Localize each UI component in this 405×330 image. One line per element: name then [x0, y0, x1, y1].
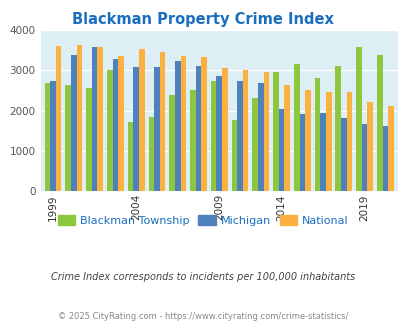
Bar: [107, 70, 112, 191]
Bar: [133, 67, 139, 191]
Bar: [112, 59, 118, 191]
Bar: [305, 89, 310, 191]
Bar: [278, 109, 284, 191]
Bar: [50, 82, 56, 191]
Bar: [97, 47, 103, 191]
Bar: [92, 48, 97, 191]
Text: © 2025 CityRating.com - https://www.cityrating.com/crime-statistics/: © 2025 CityRating.com - https://www.city…: [58, 312, 347, 321]
Bar: [154, 67, 159, 191]
Bar: [77, 45, 82, 191]
Bar: [314, 78, 320, 191]
Bar: [387, 106, 393, 191]
Bar: [355, 47, 361, 191]
Bar: [45, 83, 50, 191]
Bar: [216, 76, 222, 191]
Bar: [128, 122, 133, 191]
Text: Blackman Property Crime Index: Blackman Property Crime Index: [72, 12, 333, 26]
Bar: [231, 120, 237, 191]
Bar: [71, 55, 77, 191]
Bar: [340, 118, 346, 191]
Bar: [180, 55, 185, 191]
Bar: [242, 70, 248, 191]
Bar: [86, 88, 92, 191]
Bar: [299, 114, 305, 191]
Bar: [175, 61, 180, 191]
Bar: [293, 64, 299, 191]
Bar: [325, 91, 331, 191]
Bar: [222, 68, 227, 191]
Bar: [201, 57, 207, 191]
Bar: [376, 55, 382, 191]
Bar: [335, 66, 340, 191]
Legend: Blackman Township, Michigan, National: Blackman Township, Michigan, National: [53, 211, 352, 230]
Text: Crime Index corresponds to incidents per 100,000 inhabitants: Crime Index corresponds to incidents per…: [51, 272, 354, 282]
Bar: [65, 85, 71, 191]
Bar: [273, 72, 278, 191]
Bar: [361, 124, 367, 191]
Bar: [382, 126, 387, 191]
Bar: [159, 52, 165, 191]
Bar: [190, 90, 195, 191]
Bar: [148, 117, 154, 191]
Bar: [252, 98, 257, 191]
Bar: [210, 82, 216, 191]
Bar: [139, 49, 144, 191]
Bar: [56, 46, 61, 191]
Bar: [320, 113, 325, 191]
Bar: [257, 83, 263, 191]
Bar: [118, 55, 124, 191]
Bar: [367, 102, 372, 191]
Bar: [237, 82, 242, 191]
Bar: [169, 95, 175, 191]
Bar: [195, 66, 201, 191]
Bar: [263, 72, 269, 191]
Bar: [346, 92, 352, 191]
Bar: [284, 85, 289, 191]
